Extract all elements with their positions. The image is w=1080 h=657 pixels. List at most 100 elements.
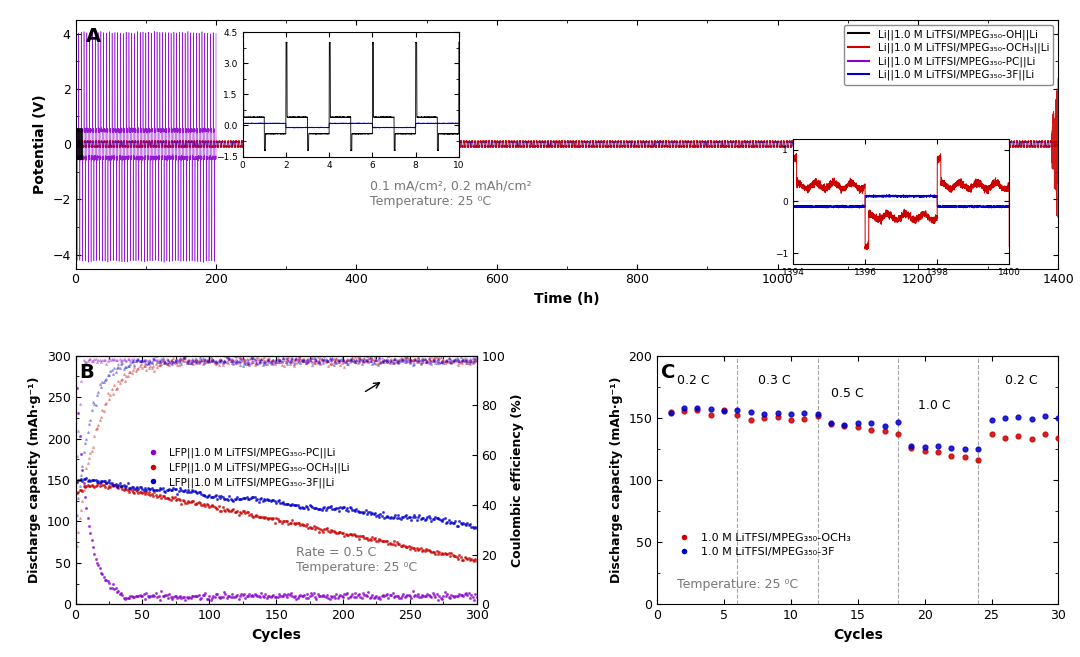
Point	[380, 355, 397, 365]
Point	[438, 517, 456, 528]
Point	[247, 590, 265, 600]
Point	[162, 495, 179, 506]
Y-axis label: Coulombic efficiency (%): Coulombic efficiency (%)	[511, 394, 524, 567]
Point	[365, 534, 382, 545]
Point	[411, 591, 429, 602]
Point	[377, 589, 394, 600]
Point	[69, 493, 86, 503]
Point	[431, 514, 448, 524]
Point	[248, 353, 266, 364]
Point	[333, 353, 350, 363]
Point	[361, 355, 378, 366]
Point	[240, 507, 257, 517]
Point	[127, 483, 145, 493]
Point	[262, 591, 280, 602]
Point	[79, 427, 96, 438]
Point	[231, 353, 248, 363]
Point	[202, 351, 219, 362]
Point	[156, 357, 173, 367]
Point	[243, 354, 260, 365]
Point	[353, 507, 370, 517]
Text: 1.0 C: 1.0 C	[918, 399, 950, 412]
Point	[461, 555, 478, 565]
Point	[170, 494, 187, 505]
Point	[69, 487, 86, 497]
Point	[376, 355, 393, 365]
Point	[437, 549, 455, 559]
Point	[222, 356, 240, 367]
Point	[292, 590, 309, 600]
Point	[308, 355, 325, 365]
Point	[437, 356, 455, 367]
Point	[181, 497, 199, 507]
Point	[456, 355, 473, 366]
Point	[124, 356, 141, 367]
Point	[273, 359, 291, 370]
Point	[246, 355, 264, 365]
Point	[312, 353, 329, 363]
Point	[350, 589, 367, 599]
Point	[190, 487, 207, 497]
Point	[303, 522, 321, 533]
Point	[310, 527, 327, 537]
Point	[291, 353, 308, 363]
Point	[113, 589, 131, 600]
Point	[94, 569, 111, 579]
Point	[145, 491, 162, 501]
Point	[205, 501, 222, 511]
Point	[247, 358, 265, 369]
Point	[147, 359, 164, 369]
Point	[406, 354, 423, 365]
Point	[930, 447, 947, 458]
Point	[291, 355, 308, 366]
Point	[71, 399, 89, 409]
Point	[256, 351, 273, 362]
Point	[796, 414, 813, 424]
Point	[397, 357, 415, 367]
Point	[162, 355, 179, 366]
Point	[254, 357, 271, 367]
Point	[77, 357, 94, 367]
Point	[361, 593, 378, 604]
Point	[420, 358, 437, 369]
Point	[364, 354, 381, 365]
Point	[308, 594, 325, 604]
Point	[206, 356, 224, 367]
Point	[94, 355, 111, 365]
Point	[96, 574, 113, 585]
Point	[202, 501, 219, 511]
Point	[465, 522, 483, 533]
Point	[447, 355, 464, 365]
Point	[218, 593, 235, 604]
Point	[256, 355, 273, 366]
Point	[69, 426, 86, 437]
Point	[133, 486, 150, 497]
Point	[231, 507, 248, 518]
Point	[207, 589, 225, 600]
Point	[348, 356, 365, 367]
Point	[151, 355, 168, 366]
Point	[287, 518, 305, 528]
Point	[96, 355, 113, 366]
Point	[341, 353, 359, 364]
Point	[219, 495, 237, 505]
Point	[370, 512, 388, 522]
Point	[1023, 434, 1040, 444]
Point	[186, 591, 203, 601]
Point	[112, 374, 130, 385]
Point	[245, 511, 262, 522]
Point	[214, 359, 231, 370]
Point	[201, 591, 218, 601]
Point	[315, 524, 333, 534]
Point	[454, 555, 471, 566]
Point	[234, 360, 252, 371]
Text: 0.1 mA/cm², 0.2 mAh/cm²
Temperature: 25 ⁰C: 0.1 mA/cm², 0.2 mAh/cm² Temperature: 25 …	[370, 180, 532, 208]
Point	[205, 491, 222, 502]
Point	[139, 591, 157, 601]
Point	[329, 355, 347, 365]
Point	[359, 591, 376, 601]
Point	[96, 399, 113, 409]
Point	[321, 354, 338, 365]
Point	[383, 354, 401, 365]
Point	[149, 491, 166, 502]
